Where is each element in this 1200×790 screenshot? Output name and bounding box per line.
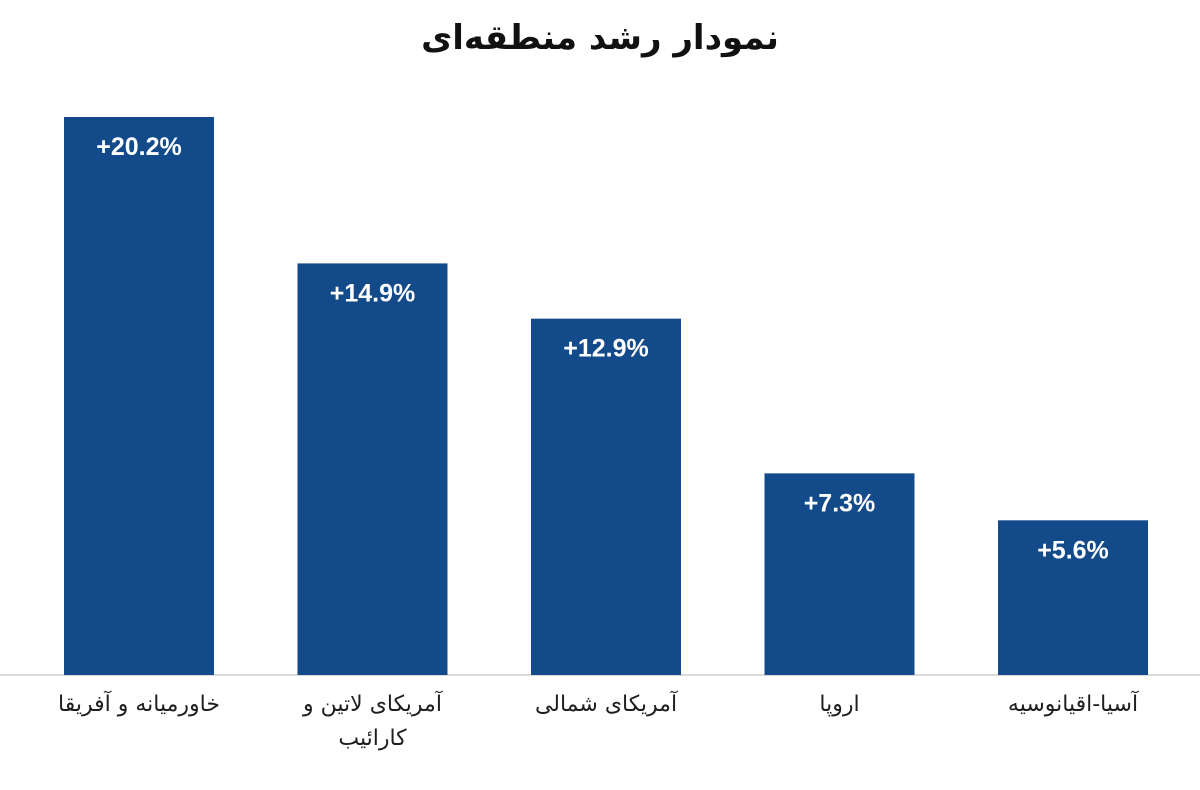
- x-tick-label: آمریکای لاتین و کارائیب: [303, 692, 442, 751]
- bar: [764, 473, 915, 675]
- value-label: +7.3%: [804, 489, 876, 517]
- bar: [64, 117, 214, 675]
- value-label: +14.9%: [330, 279, 416, 307]
- x-tick-label: اروپا: [819, 692, 860, 717]
- bar: [531, 318, 681, 675]
- x-tick-label: خاورمیانه و آفریقا: [58, 692, 220, 717]
- value-label: +12.9%: [563, 335, 649, 363]
- bar: [297, 263, 448, 675]
- x-tick-label: آمریکای شمالی: [534, 692, 678, 717]
- chart-title: نمودار رشد منطقه‌ای: [421, 18, 779, 58]
- bar: [998, 520, 1148, 675]
- x-tick-label: آسیا-اقیانوسیه: [1007, 692, 1139, 717]
- value-label: +5.6%: [1037, 536, 1109, 564]
- value-label: +20.2%: [96, 133, 182, 161]
